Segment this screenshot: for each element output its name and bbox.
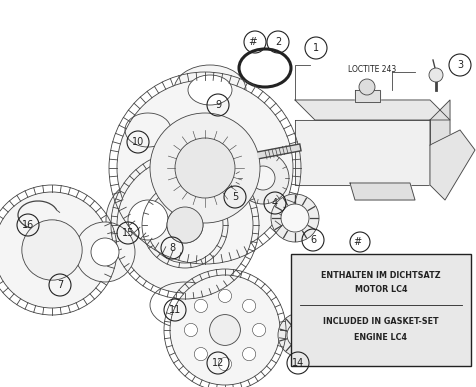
Text: #: # [353, 237, 361, 247]
Polygon shape [295, 100, 450, 120]
Polygon shape [355, 90, 380, 102]
Circle shape [128, 200, 168, 240]
Circle shape [242, 299, 256, 312]
Circle shape [251, 166, 275, 190]
Text: 11: 11 [169, 305, 181, 315]
Circle shape [310, 317, 346, 353]
Text: 16: 16 [22, 220, 34, 230]
Text: 14: 14 [292, 358, 304, 368]
Circle shape [237, 152, 289, 204]
Ellipse shape [174, 65, 246, 115]
Text: 15: 15 [122, 228, 134, 238]
Circle shape [194, 299, 208, 312]
Circle shape [278, 313, 322, 357]
Polygon shape [350, 183, 415, 200]
Circle shape [359, 79, 375, 95]
Text: 8: 8 [169, 243, 175, 253]
Circle shape [209, 315, 240, 346]
Circle shape [194, 348, 208, 361]
Circle shape [175, 138, 235, 198]
Circle shape [167, 207, 203, 243]
Text: 12: 12 [212, 358, 224, 368]
Ellipse shape [188, 75, 232, 105]
Circle shape [218, 289, 232, 303]
Text: ENGINE LC4: ENGINE LC4 [355, 332, 407, 341]
Text: MOTOR LC4: MOTOR LC4 [355, 286, 407, 295]
Circle shape [75, 222, 135, 282]
Text: 2: 2 [275, 37, 281, 47]
Circle shape [287, 322, 313, 348]
Text: 10: 10 [132, 137, 144, 147]
Text: 9: 9 [215, 100, 221, 110]
Circle shape [252, 324, 266, 337]
Polygon shape [430, 130, 475, 200]
Circle shape [242, 348, 256, 361]
Text: 7: 7 [57, 280, 63, 290]
Circle shape [429, 68, 443, 82]
Circle shape [117, 157, 253, 293]
Text: LOCTITE 243: LOCTITE 243 [348, 65, 396, 75]
Text: 3: 3 [457, 60, 463, 70]
Circle shape [271, 194, 319, 242]
Polygon shape [430, 100, 450, 185]
FancyBboxPatch shape [291, 254, 471, 366]
Circle shape [22, 220, 82, 280]
Text: ENTHALTEN IM DICHTSATZ: ENTHALTEN IM DICHTSATZ [321, 271, 441, 279]
Text: 5: 5 [232, 192, 238, 202]
Circle shape [0, 192, 110, 308]
Circle shape [91, 238, 119, 266]
Circle shape [147, 187, 223, 263]
Circle shape [106, 178, 190, 262]
Ellipse shape [218, 171, 238, 185]
Circle shape [218, 358, 232, 371]
Polygon shape [295, 120, 430, 185]
Circle shape [170, 275, 280, 385]
Circle shape [184, 324, 198, 337]
Text: 1: 1 [313, 43, 319, 53]
Circle shape [318, 325, 338, 345]
Circle shape [117, 80, 293, 256]
Text: 6: 6 [310, 235, 316, 245]
Circle shape [150, 113, 260, 223]
Text: #: # [248, 37, 257, 47]
Circle shape [167, 207, 203, 243]
Ellipse shape [210, 164, 246, 192]
Circle shape [281, 204, 309, 232]
Text: 4: 4 [272, 198, 278, 208]
Text: INCLUDED IN GASKET-SET: INCLUDED IN GASKET-SET [323, 317, 439, 325]
